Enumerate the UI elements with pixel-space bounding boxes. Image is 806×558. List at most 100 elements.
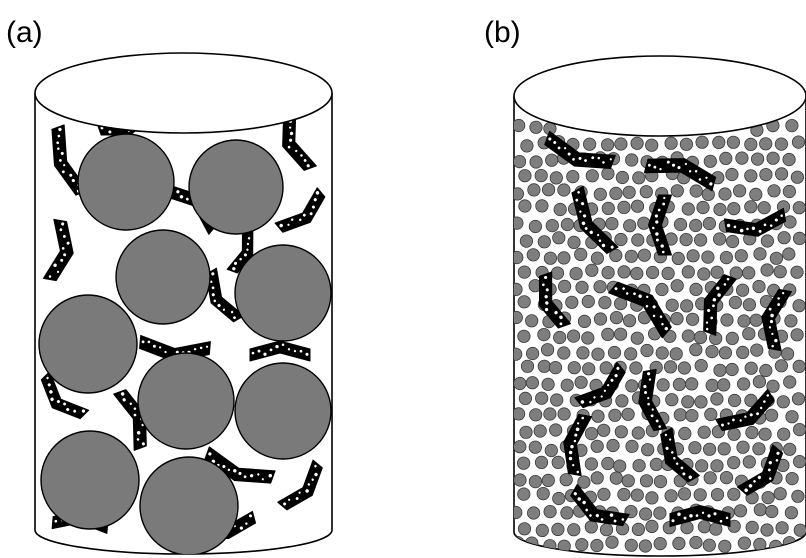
small-particle [514, 376, 527, 391]
small-particle [677, 487, 692, 501]
small-particle [727, 393, 742, 408]
small-particle [557, 407, 571, 421]
small-particle [514, 187, 525, 201]
small-particle [734, 249, 748, 263]
small-particle [742, 455, 756, 469]
small-particle [704, 407, 718, 421]
small-particle [685, 312, 700, 326]
panel-a-label: (a) [6, 16, 43, 49]
small-particle [710, 392, 724, 406]
small-particle [638, 507, 653, 521]
small-particle [709, 522, 723, 536]
panel-b-label: (b) [484, 16, 521, 49]
small-particle [574, 375, 588, 389]
small-particle [785, 410, 799, 424]
small-particle [713, 202, 727, 217]
small-particle [543, 251, 558, 265]
porous-flake [715, 388, 775, 432]
small-particle [590, 439, 604, 453]
small-particle [702, 216, 717, 231]
small-particle [577, 475, 591, 489]
small-particle [750, 343, 764, 357]
small-particle [552, 491, 566, 506]
small-particle [534, 455, 549, 469]
small-particle [661, 266, 675, 280]
small-particle [514, 440, 527, 454]
small-particle [718, 187, 732, 201]
small-particle [719, 151, 733, 165]
large-particle [139, 456, 239, 554]
small-particle [744, 393, 758, 407]
small-particle [784, 314, 798, 328]
small-particle [745, 425, 759, 440]
small-particle [773, 265, 787, 279]
small-particle [566, 170, 580, 184]
small-particle [514, 407, 526, 421]
small-particle [782, 536, 797, 550]
small-particle [689, 184, 703, 198]
small-particle [790, 265, 804, 279]
small-particle [790, 328, 804, 342]
small-particle [609, 471, 623, 485]
small-particle [622, 185, 636, 199]
small-particle [613, 459, 627, 473]
small-particle [752, 442, 766, 456]
small-particle [544, 443, 558, 458]
small-particle [550, 393, 564, 407]
panel-b: (b) [484, 16, 806, 557]
small-particle [719, 470, 734, 485]
small-particle [686, 249, 700, 263]
small-particle [744, 361, 758, 375]
small-particle [703, 154, 717, 168]
small-particle [625, 439, 639, 453]
small-particle [769, 251, 784, 265]
small-particle [653, 474, 668, 489]
large-particle [234, 362, 332, 460]
small-particle [718, 539, 732, 553]
small-particle [776, 395, 790, 409]
small-particle [535, 523, 549, 538]
small-particle [528, 219, 543, 234]
small-particle [637, 216, 651, 230]
small-particle [742, 266, 756, 280]
small-particle [557, 251, 571, 265]
small-particle [784, 506, 799, 520]
small-particle [670, 311, 684, 326]
small-particle [617, 200, 631, 214]
small-particle [725, 362, 739, 377]
small-particle [543, 504, 557, 519]
small-particle [639, 185, 653, 199]
small-particle [736, 440, 750, 454]
small-particle [518, 199, 532, 213]
small-particle [783, 215, 797, 229]
small-particle [737, 536, 752, 550]
porous-flake [660, 427, 700, 483]
small-particle [601, 167, 615, 181]
small-particle [792, 422, 806, 437]
small-particle [694, 358, 708, 373]
small-particle [615, 170, 630, 185]
porous-flake [571, 185, 619, 255]
small-particle [785, 471, 799, 486]
small-particle [614, 232, 628, 247]
large-particle [38, 294, 138, 394]
large-particle [77, 133, 175, 231]
small-particle [742, 327, 756, 341]
small-particle [553, 202, 567, 217]
small-particle [614, 425, 628, 439]
small-particle [575, 280, 589, 294]
small-particle [630, 266, 644, 281]
small-particle [775, 521, 789, 535]
cylinder-wall [34, 93, 333, 555]
small-particle [574, 247, 588, 261]
small-particle [702, 538, 716, 552]
small-particle [593, 280, 607, 294]
small-particle [749, 187, 763, 201]
small-particle [527, 183, 541, 197]
small-particle [557, 346, 571, 360]
small-particle [783, 375, 797, 389]
porous-flake [648, 194, 672, 256]
small-particle [545, 153, 559, 167]
small-particle [791, 392, 806, 406]
small-particle [759, 168, 773, 182]
